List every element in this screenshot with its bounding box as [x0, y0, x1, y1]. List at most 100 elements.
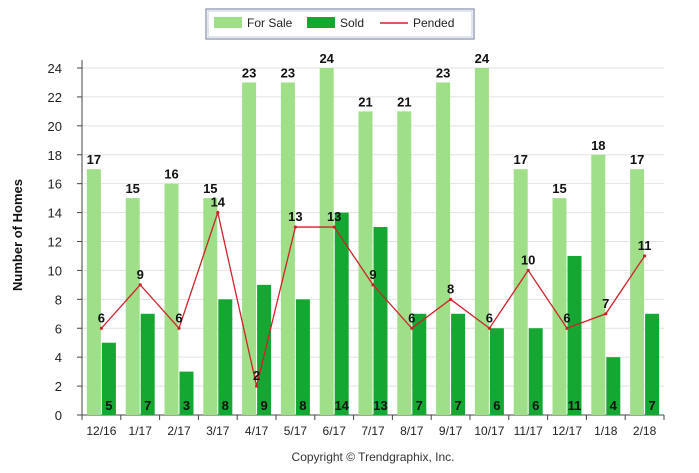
label-for-sale: 15 — [552, 181, 566, 196]
bar-for-sale — [630, 169, 645, 415]
bar-for-sale — [397, 111, 412, 415]
label-sold: 9 — [260, 398, 267, 413]
bar-sold — [373, 227, 388, 415]
y-tick-label: 14 — [48, 206, 62, 221]
x-tick-label: 11/17 — [514, 424, 543, 438]
bar-for-sale — [125, 198, 140, 415]
label-pended: 14 — [211, 195, 226, 210]
bar-sold — [140, 313, 155, 415]
pended-point — [177, 326, 181, 330]
pended-point — [138, 283, 142, 287]
bar-sold — [295, 299, 310, 415]
label-for-sale: 23 — [436, 65, 450, 80]
y-tick-label: 6 — [55, 321, 62, 336]
x-tick-label: 6/17 — [323, 424, 347, 438]
label-pended: 9 — [137, 267, 144, 282]
bar-sold — [101, 342, 116, 415]
y-tick-label: 16 — [48, 177, 62, 192]
bar-for-sale — [436, 82, 451, 415]
bar-for-sale — [474, 68, 489, 415]
legend-swatch-sold — [307, 17, 335, 28]
legend-label-for-sale: For Sale — [247, 16, 293, 30]
legend-box — [205, 8, 475, 40]
label-pended: 9 — [369, 267, 376, 282]
label-for-sale: 15 — [203, 181, 217, 196]
pended-point — [526, 268, 530, 273]
legend-label-sold: Sold — [340, 16, 364, 30]
bar-sold — [489, 328, 504, 415]
pended-point — [255, 384, 259, 388]
pended-point — [449, 297, 453, 301]
label-sold: 8 — [299, 398, 306, 413]
copyright-text: Copyright © Trendgraphix, Inc. — [292, 450, 455, 464]
bar-for-sale — [203, 198, 218, 415]
label-pended: 6 — [486, 310, 493, 325]
pended-point — [604, 312, 608, 316]
y-tick-label: 4 — [55, 350, 62, 365]
label-for-sale: 23 — [242, 65, 256, 80]
label-sold: 6 — [532, 398, 539, 413]
label-sold: 8 — [222, 398, 229, 413]
label-sold: 14 — [334, 398, 349, 413]
y-tick-label: 12 — [48, 235, 62, 250]
bar-sold — [257, 284, 272, 415]
pended-point — [371, 283, 375, 287]
label-sold: 7 — [416, 398, 423, 413]
label-for-sale: 17 — [630, 152, 644, 167]
x-tick-label: 9/17 — [439, 424, 463, 438]
label-pended: 13 — [327, 209, 341, 224]
y-tick-label: 10 — [48, 263, 62, 278]
gridlines — [82, 67, 664, 416]
bar-sold — [528, 328, 543, 415]
label-sold: 5 — [105, 398, 112, 413]
x-tick-label: 2/18 — [633, 424, 657, 438]
x-tick-label: 5/17 — [284, 424, 308, 438]
label-sold: 7 — [454, 398, 461, 413]
x-tick-label: 7/17 — [361, 424, 385, 438]
y-axis-title: Number of Homes — [10, 179, 25, 291]
label-for-sale: 21 — [397, 94, 411, 109]
label-pended: 6 — [98, 310, 105, 325]
y-tick-label: 2 — [55, 379, 62, 394]
bar-sold — [567, 255, 582, 415]
label-sold: 6 — [493, 398, 500, 413]
legend: For Sale Sold Pended — [205, 8, 475, 40]
label-sold: 7 — [648, 398, 655, 413]
pended-point — [293, 225, 297, 229]
bar-sold — [334, 212, 349, 415]
legend-swatch-for-sale — [214, 17, 242, 28]
bar-sold — [218, 299, 233, 415]
label-pended: 6 — [408, 310, 415, 325]
label-pended: 6 — [563, 310, 570, 325]
legend-inner-border — [207, 10, 473, 38]
x-tick-label: 12/17 — [552, 424, 582, 438]
legend-label-pended: Pended — [413, 16, 454, 30]
bar-for-sale — [86, 169, 101, 415]
x-axis-ticks: 12/16 1/17 2/17 3/17 4/17 5/17 6/17 7/17 8/17 9/1… — [81, 415, 665, 438]
label-sold: 11 — [568, 398, 582, 413]
bar-sold — [179, 371, 194, 415]
bar-for-sale — [319, 68, 334, 415]
pended-point — [565, 326, 569, 330]
label-for-sale: 16 — [164, 167, 178, 182]
y-tick-label: 0 — [55, 408, 62, 423]
y-tick-label: 8 — [55, 292, 62, 307]
label-pended: 10 — [521, 252, 535, 267]
label-pended: 2 — [253, 368, 260, 383]
label-pended: 8 — [447, 281, 454, 296]
label-pended: 7 — [602, 296, 609, 311]
data-labels: 1751571631582392382414211321723724617615… — [87, 51, 656, 413]
bar-sold — [451, 313, 466, 415]
x-tick-label: 4/17 — [245, 424, 269, 438]
label-for-sale: 21 — [358, 94, 372, 109]
label-for-sale: 18 — [591, 138, 605, 153]
label-for-sale: 17 — [87, 152, 101, 167]
label-for-sale: 23 — [281, 65, 295, 80]
label-sold: 4 — [610, 398, 618, 413]
bar-for-sale — [358, 111, 373, 415]
x-tick-label: 8/17 — [400, 424, 424, 438]
pended-point — [487, 326, 491, 330]
bar-sold — [412, 313, 427, 415]
pended-point — [99, 326, 103, 330]
